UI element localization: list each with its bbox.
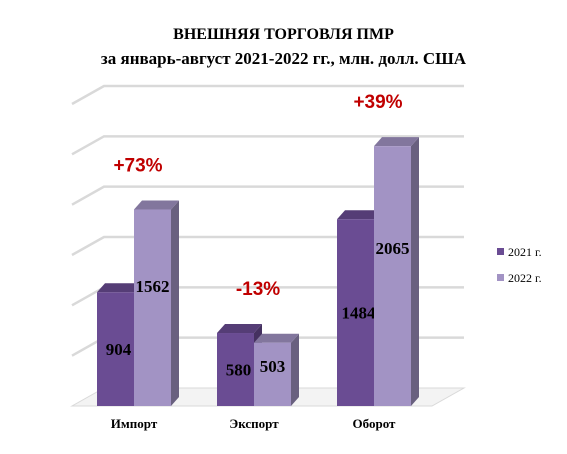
- bar-top: [337, 210, 382, 220]
- chart-title: ВНЕШНЯЯ ТОРГОВЛЯ ПМР: [173, 26, 394, 43]
- data-label: 580: [226, 361, 252, 380]
- bar-2-1: [374, 137, 419, 406]
- legend-label: 2021 г.: [508, 245, 542, 259]
- gridline: [71, 135, 464, 156]
- bar: [337, 219, 374, 406]
- legend-swatch: [497, 274, 504, 281]
- bar-0-1: [134, 200, 179, 406]
- data-label: 2065: [376, 239, 410, 258]
- data-label: 503: [260, 357, 286, 376]
- x-tick-label: Экспорт: [229, 416, 279, 431]
- data-label: 1562: [136, 277, 170, 296]
- percent-change-annotation: -13%: [236, 279, 280, 300]
- bar: [254, 342, 291, 406]
- bar-top: [254, 333, 299, 343]
- bar: [134, 209, 171, 406]
- bar-top: [97, 283, 142, 293]
- bar-top: [134, 200, 179, 210]
- bar-top: [374, 137, 419, 147]
- bar: [97, 292, 134, 406]
- x-tick-label: Оборот: [353, 416, 396, 431]
- x-tick-label: Импорт: [111, 416, 158, 431]
- bar: [374, 146, 411, 406]
- bar: [217, 333, 254, 406]
- legend-label: 2022 г.: [508, 271, 542, 285]
- bar-1-1: [254, 333, 299, 406]
- legend-swatch: [497, 248, 504, 255]
- bar-side: [171, 200, 179, 406]
- bar-top: [217, 324, 262, 334]
- data-label: 1484: [342, 304, 377, 323]
- data-label: 904: [106, 340, 132, 359]
- bar-side: [411, 137, 419, 406]
- gridline: [71, 84, 464, 106]
- chart-subtitle: за январь-август 2021-2022 гг., млн. дол…: [100, 49, 467, 68]
- gridline: [71, 185, 464, 206]
- bar-side: [291, 333, 299, 406]
- percent-change-annotation: +73%: [113, 155, 162, 176]
- percent-change-annotation: +39%: [353, 92, 402, 113]
